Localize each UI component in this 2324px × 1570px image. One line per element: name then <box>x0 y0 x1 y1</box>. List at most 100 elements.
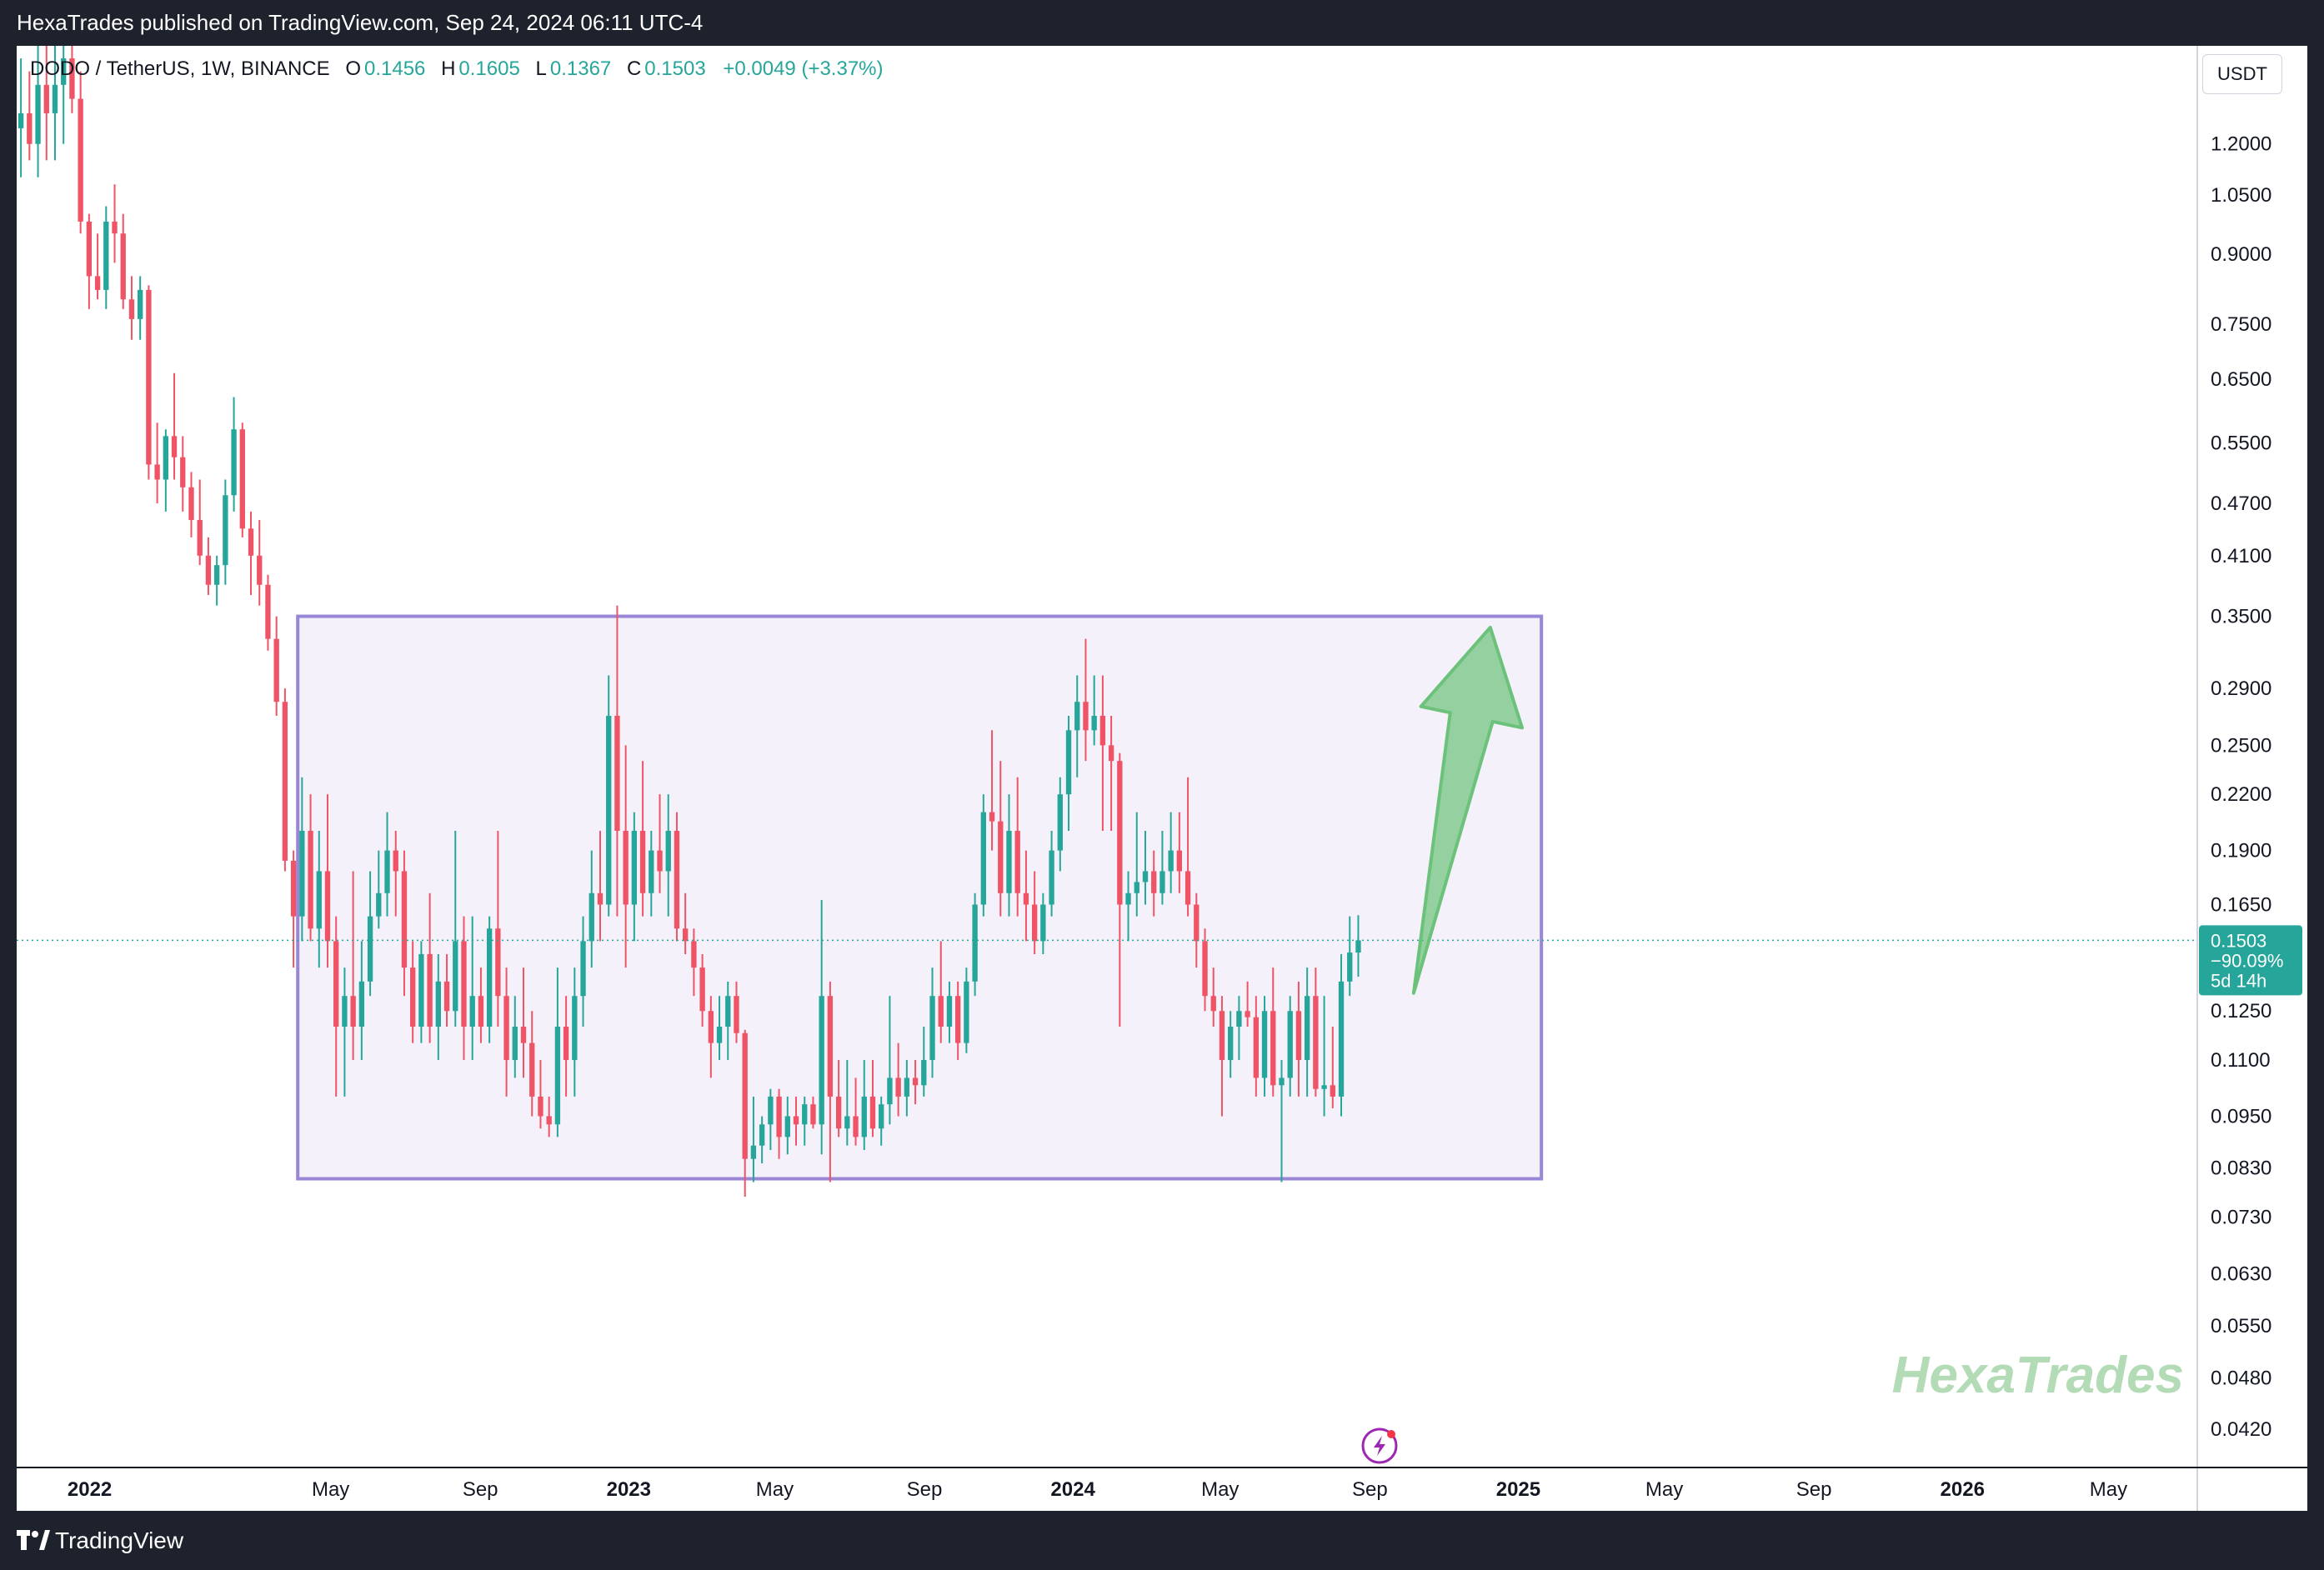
candle-body <box>802 1104 808 1125</box>
candle <box>1347 916 1353 997</box>
candle-body <box>1295 1011 1302 1061</box>
candle <box>844 1060 850 1146</box>
chart-legend: DODO / TetherUS, 1W, BINANCE O 0.1456 H 0.… <box>30 58 884 81</box>
candle <box>989 730 995 851</box>
candle-body <box>94 276 101 290</box>
last-price-change: −90.09% <box>2211 950 2283 971</box>
up-arrow-drawing[interactable] <box>1411 625 1524 995</box>
candle <box>69 46 75 113</box>
candle-body <box>529 1042 535 1097</box>
candle-body <box>358 981 365 1028</box>
chart-frame[interactable]: 1.40001.20001.05000.90000.75000.65000.55… <box>17 46 2307 1511</box>
candle-body <box>1330 1085 1335 1097</box>
candle <box>810 1096 816 1129</box>
candle <box>1091 675 1097 746</box>
close-label: C <box>626 58 642 80</box>
candle-body <box>478 996 484 1028</box>
candle <box>964 968 969 1053</box>
candle <box>180 436 186 512</box>
time-axis-label: Sep <box>463 1478 498 1501</box>
high-value: 0.1605 <box>458 58 520 80</box>
candle-body <box>1142 871 1149 882</box>
lightning-bolt <box>1374 1436 1385 1456</box>
symbol-label[interactable]: DODO / TetherUS, 1W, BINANCE <box>30 58 330 80</box>
candle <box>597 831 604 942</box>
chart-svg[interactable]: 1.40001.20001.05000.90000.75000.65000.55… <box>17 46 2307 1511</box>
candle-body <box>904 1078 910 1097</box>
candle <box>887 996 893 1125</box>
candle <box>1270 968 1276 1097</box>
candle <box>1185 777 1191 917</box>
candle <box>128 276 135 340</box>
price-axis-label: 0.3500 <box>2211 606 2271 628</box>
candle <box>879 1096 884 1146</box>
price-axis-label: 0.4700 <box>2211 492 2271 515</box>
candle <box>299 777 305 942</box>
candle-body <box>1014 831 1020 893</box>
candle <box>980 794 986 917</box>
candle <box>1031 871 1038 954</box>
last-price-tag-bg <box>2199 925 2302 996</box>
price-axis-label: 0.0480 <box>2211 1368 2271 1390</box>
candle-body <box>649 850 654 893</box>
time-axis-label: 2024 <box>1050 1478 1095 1501</box>
published-header: HexaTrades published on TradingView.com,… <box>0 0 2324 46</box>
candle <box>1261 996 1268 1097</box>
candle-body <box>324 871 331 942</box>
candle <box>1304 968 1310 1097</box>
candle <box>1108 715 1114 832</box>
candle <box>257 519 263 606</box>
candle-body <box>597 892 604 905</box>
candle-body <box>699 968 705 1012</box>
candle <box>1355 915 1361 978</box>
candle <box>205 537 212 596</box>
candle <box>427 892 433 1043</box>
candle <box>946 981 953 1043</box>
candle <box>461 916 467 1061</box>
price-axis-label: 0.9000 <box>2211 243 2271 266</box>
candle-body <box>138 289 143 319</box>
candle <box>324 794 331 968</box>
candle-body <box>929 996 935 1061</box>
candle-body <box>589 892 594 942</box>
candle-body <box>86 221 93 277</box>
candle <box>1321 996 1327 1117</box>
candle <box>410 941 416 1043</box>
candle-body <box>1108 745 1114 762</box>
close-value: 0.1503 <box>644 58 706 80</box>
candle-body <box>639 831 646 893</box>
currency-button[interactable]: USDT <box>2202 54 2282 94</box>
candle <box>835 1060 842 1138</box>
open-value: 0.1456 <box>364 58 426 80</box>
candle <box>308 794 313 942</box>
range-box[interactable] <box>296 614 1544 1181</box>
candle-body <box>572 996 578 1061</box>
candle <box>649 831 654 917</box>
candle <box>1099 675 1106 832</box>
candle <box>1228 1011 1234 1078</box>
price-axis-label: 0.0420 <box>2211 1418 2271 1441</box>
candle-body <box>861 1096 867 1138</box>
candle <box>1065 715 1072 832</box>
tradingview-brand-text[interactable]: TradingView <box>55 1528 184 1553</box>
candle <box>512 996 518 1078</box>
candle-body <box>299 831 305 917</box>
candle-body <box>401 871 408 968</box>
candle-body <box>1236 1011 1242 1028</box>
candle-body <box>554 1027 561 1125</box>
candle <box>1219 996 1225 1117</box>
candle-body <box>265 584 271 639</box>
tradingview-logo-icon[interactable] <box>17 1530 50 1550</box>
candle <box>563 996 569 1097</box>
candle-body <box>257 555 263 585</box>
candle-body <box>290 860 297 917</box>
candle <box>784 1096 790 1155</box>
candle-body <box>1219 1011 1225 1061</box>
candle-body <box>495 928 501 997</box>
candle-body <box>350 996 356 1028</box>
candle <box>197 479 203 566</box>
candle <box>853 1078 859 1146</box>
candle <box>163 429 168 512</box>
candle <box>861 1060 867 1150</box>
lightning-icon[interactable] <box>1361 1428 1398 1464</box>
